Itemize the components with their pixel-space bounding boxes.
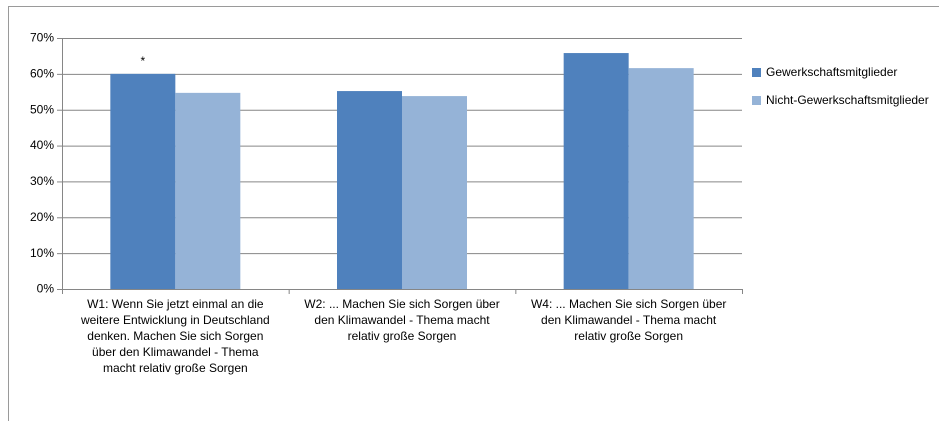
x-tick-label: W4: ... Machen Sie sich Sorgen über den … — [530, 297, 727, 343]
y-tick-label: 60% — [30, 67, 54, 81]
bar — [628, 68, 694, 290]
y-tick-label: 10% — [30, 246, 54, 260]
bar — [175, 92, 241, 290]
legend-label: Gewerkschaftsmitglieder — [766, 65, 898, 79]
bar — [337, 91, 402, 289]
y-tick-label: 70% — [30, 31, 54, 45]
y-tick-label: 0% — [37, 282, 55, 296]
y-tick-label: 20% — [30, 210, 54, 224]
legend-swatch — [752, 96, 761, 105]
bar — [563, 53, 629, 290]
chart-border — [8, 6, 939, 421]
x-tick-label: W2: ... Machen Sie sich Sorgen über den … — [304, 297, 500, 343]
x-tick-label: W1: Wenn Sie jetzt einmal an die weitere… — [80, 297, 270, 375]
legend-swatch — [752, 68, 761, 77]
y-tick-label: 30% — [30, 174, 54, 188]
annotation: * — [140, 54, 145, 68]
y-tick-label: 50% — [30, 102, 54, 116]
bar — [402, 96, 467, 290]
bar — [110, 73, 176, 289]
legend-label: Nicht-Gewerkschaftsmitglieder — [766, 93, 929, 107]
y-tick-label: 40% — [30, 138, 54, 152]
